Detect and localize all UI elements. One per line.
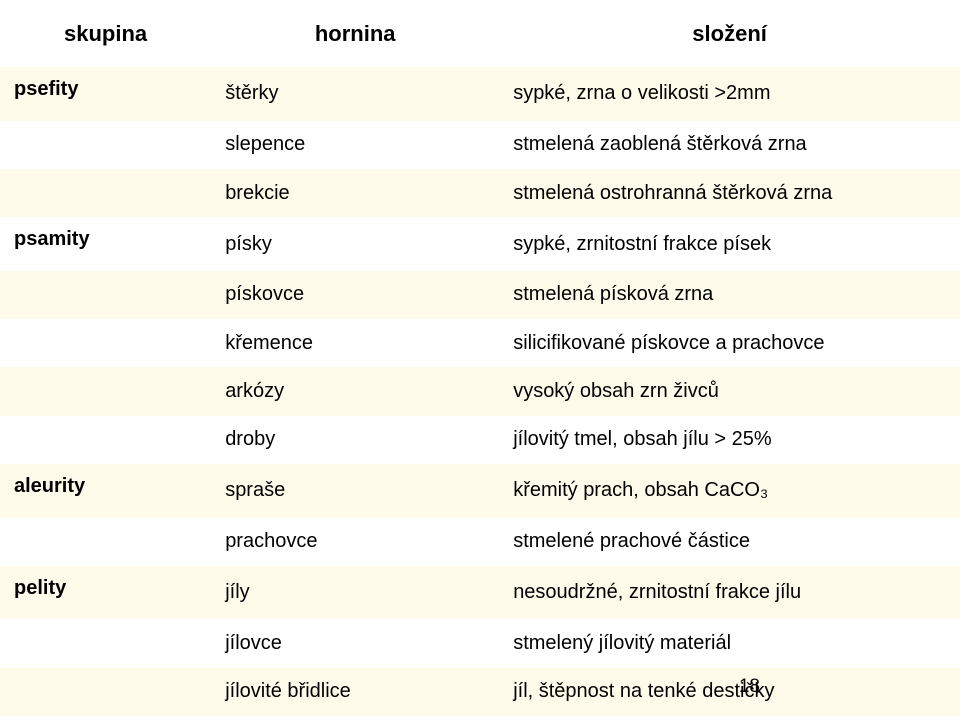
- table-row: brekcie stmelená ostrohranná štěrková zr…: [0, 169, 960, 217]
- rock-desc: stmelené prachové částice: [499, 518, 960, 566]
- classification-table: skupina hornina složení psefity štěrky s…: [0, 0, 960, 716]
- rock-name: štěrky: [211, 67, 499, 121]
- table-row: slepence stmelená zaoblená štěrková zrna: [0, 121, 960, 169]
- rock-name: spraše: [211, 464, 499, 518]
- rock-desc: stmelený jílovitý materiál: [499, 619, 960, 667]
- rock-desc: stmelená písková zrna: [499, 271, 960, 319]
- table-row: pískovce stmelená písková zrna: [0, 271, 960, 319]
- rock-desc: křemitý prach, obsah CaCO₃: [499, 464, 960, 518]
- rock-name: písky: [211, 217, 499, 271]
- empty-cell: [0, 271, 211, 319]
- rock-name: arkózy: [211, 367, 499, 415]
- table-row: droby jílovitý tmel, obsah jílu > 25%: [0, 416, 960, 464]
- table-row: pelity jíly nesoudržné, zrnitostní frakc…: [0, 566, 960, 620]
- empty-cell: [0, 367, 211, 415]
- rock-name: droby: [211, 416, 499, 464]
- rock-desc: jíl, štěpnost na tenké destičky: [499, 668, 960, 716]
- group-name: aleurity: [0, 464, 211, 518]
- table-row: psamity písky sypké, zrnitostní frakce p…: [0, 217, 960, 271]
- rock-desc: jílovitý tmel, obsah jílu > 25%: [499, 416, 960, 464]
- rock-name: brekcie: [211, 169, 499, 217]
- rock-name: jíly: [211, 566, 499, 620]
- rock-name: slepence: [211, 121, 499, 169]
- empty-cell: [0, 416, 211, 464]
- empty-cell: [0, 121, 211, 169]
- table-row: arkózy vysoký obsah zrn živců: [0, 367, 960, 415]
- group-name: pelity: [0, 566, 211, 620]
- rock-desc: silicifikované pískovce a prachovce: [499, 319, 960, 367]
- table-row: aleurity spraše křemitý prach, obsah CaC…: [0, 464, 960, 518]
- rock-name: křemence: [211, 319, 499, 367]
- group-name: psefity: [0, 67, 211, 121]
- empty-cell: [0, 619, 211, 667]
- table-row: jílovité břidlice jíl, štěpnost na tenké…: [0, 668, 960, 716]
- table-row: jílovce stmelený jílovitý materiál: [0, 619, 960, 667]
- table-row: křemence silicifikované pískovce a prach…: [0, 319, 960, 367]
- rock-desc: nesoudržné, zrnitostní frakce jílu: [499, 566, 960, 620]
- rock-name: jílovité břidlice: [211, 668, 499, 716]
- rock-name: pískovce: [211, 271, 499, 319]
- table-row: psefity štěrky sypké, zrna o velikosti >…: [0, 67, 960, 121]
- rock-desc: sypké, zrna o velikosti >2mm: [499, 67, 960, 121]
- empty-cell: [0, 169, 211, 217]
- rock-desc: stmelená ostrohranná štěrková zrna: [499, 169, 960, 217]
- table-header-row: skupina hornina složení: [0, 0, 960, 67]
- rock-desc: stmelená zaoblená štěrková zrna: [499, 121, 960, 169]
- col-header-skupina: skupina: [0, 0, 211, 67]
- empty-cell: [0, 319, 211, 367]
- col-header-slozeni: složení: [499, 0, 960, 67]
- group-name: psamity: [0, 217, 211, 271]
- empty-cell: [0, 668, 211, 716]
- col-header-hornina: hornina: [211, 0, 499, 67]
- empty-cell: [0, 518, 211, 566]
- rock-desc: sypké, zrnitostní frakce písek: [499, 217, 960, 271]
- rock-desc: vysoký obsah zrn živců: [499, 367, 960, 415]
- table-row: prachovce stmelené prachové částice: [0, 518, 960, 566]
- rock-name: prachovce: [211, 518, 499, 566]
- rock-name: jílovce: [211, 619, 499, 667]
